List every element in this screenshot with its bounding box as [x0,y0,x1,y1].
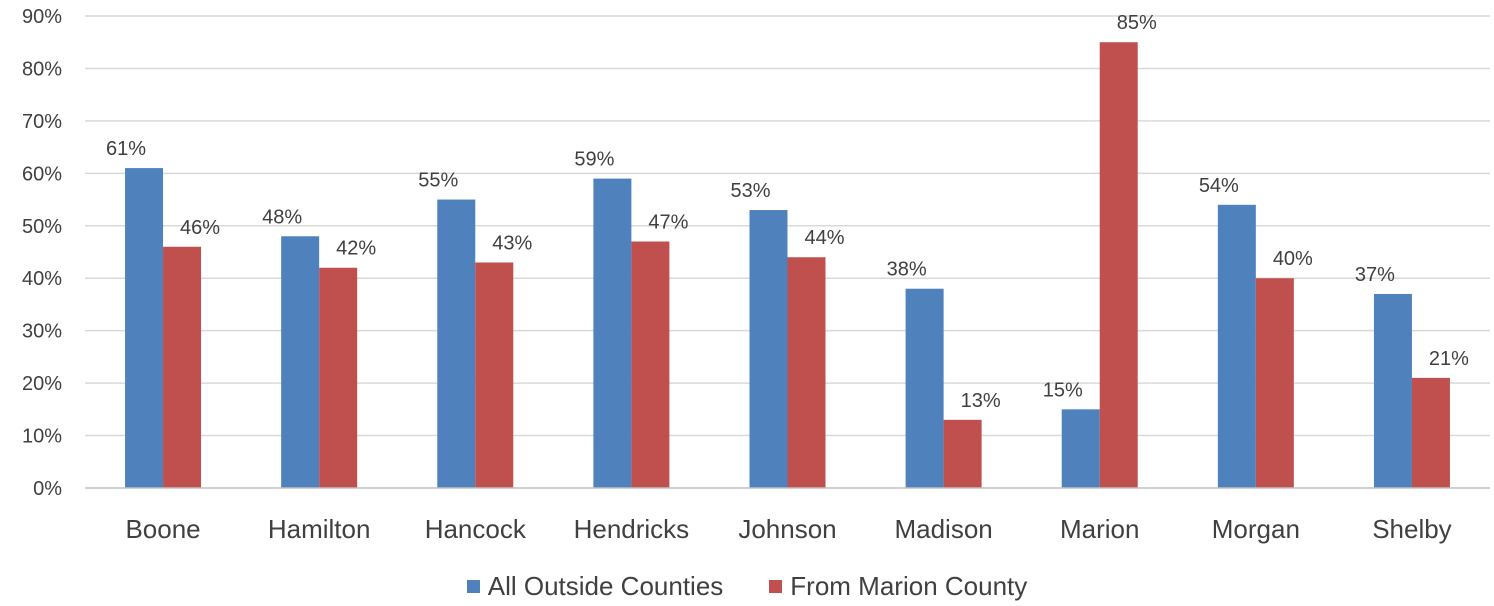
data-label-series-2: 47% [648,212,688,234]
data-label-series-1: 61% [106,138,146,160]
x-tick-label-morgan: Morgan [1212,514,1300,544]
y-tick-label: 70% [22,111,62,133]
bar-series-2-marion [1099,42,1138,488]
data-label-series-1: 48% [262,206,302,228]
data-label-series-1: 38% [887,259,927,281]
x-axis: Boone Hamilton Hancock Hendricks Johnson Madi… [85,487,1490,544]
data-label-series-1: 59% [574,149,614,171]
bar-series-1-johnson [749,210,788,489]
data-label-series-1: 15% [1043,379,1083,401]
bar-series-2-boone [163,246,202,488]
x-tick-label-hamilton: Hamilton [268,514,371,544]
legend-label-series-2: From Marion County [790,570,1028,601]
bar-series-2-hamilton [319,267,358,488]
x-tick-label-boone: Boone [125,514,200,544]
bar-series-1-hendricks [593,178,632,489]
data-label-series-2: 44% [804,227,844,249]
legend-swatch-series-2 [769,579,783,593]
legend-swatch-series-1 [466,579,480,593]
legend: All Outside Counties From Marion County [0,566,1494,606]
x-tick-label-johnson: Johnson [738,514,836,544]
legend-item-series-2: From Marion County [769,571,1027,602]
bar-series-2-johnson [787,257,826,488]
data-label-series-1: 54% [1199,175,1239,197]
x-tick-label-hancock: Hancock [425,514,527,544]
y-tick-label: 80% [22,58,62,80]
legend-label-series-1: All Outside Counties [487,570,724,601]
data-label-series-1: 53% [730,180,770,202]
x-tick-label-hendricks: Hendricks [574,514,690,544]
y-tick-label: 0% [33,478,62,500]
y-tick-label: 50% [22,216,62,238]
y-tick-label: 20% [22,373,62,395]
data-label-series-1: 55% [418,170,458,192]
data-label-series-2: 13% [961,390,1001,412]
x-tick-label-marion: Marion [1060,514,1139,544]
bar-series-1-morgan [1217,204,1256,489]
y-tick-label: 40% [22,268,62,290]
bars [125,42,1450,489]
legend-item-series-1: All Outside Counties [466,570,724,602]
bar-series-1-hamilton [281,236,320,488]
y-axis: 0% 10% 20% 30% 40% 50% 60% 70% 80% 90% [22,6,62,500]
bar-series-1-boone [125,168,164,489]
data-label-series-2: 43% [492,232,532,254]
bar-series-1-madison [905,288,944,488]
data-labels: 61% 46% 48% 42% 55% 43% 59% 47% 53% 44% 38% 13% 15% 8… [106,12,1469,412]
bar-series-1-shelby [1373,293,1412,488]
bar-series-2-hendricks [631,241,670,488]
data-label-series-2: 21% [1429,348,1469,370]
data-label-series-2: 40% [1273,248,1313,270]
y-tick-label: 30% [22,321,62,343]
y-tick-label: 90% [22,6,62,28]
y-tick-label: 60% [22,163,62,185]
data-label-series-2: 42% [336,238,376,260]
bar-series-2-hancock [475,262,514,488]
x-tick-label-madison: Madison [894,514,992,544]
bar-series-2-morgan [1255,278,1294,488]
bar-series-2-madison [943,419,982,488]
bar-series-1-marion [1061,409,1100,488]
data-label-series-2: 85% [1117,12,1157,34]
bar-series-2-shelby [1411,377,1450,488]
x-tick-label-shelby: Shelby [1372,514,1452,544]
bar-series-1-hancock [437,199,476,489]
data-label-series-2: 46% [180,217,220,239]
y-tick-label: 10% [22,426,62,448]
data-label-series-1: 37% [1355,264,1395,286]
